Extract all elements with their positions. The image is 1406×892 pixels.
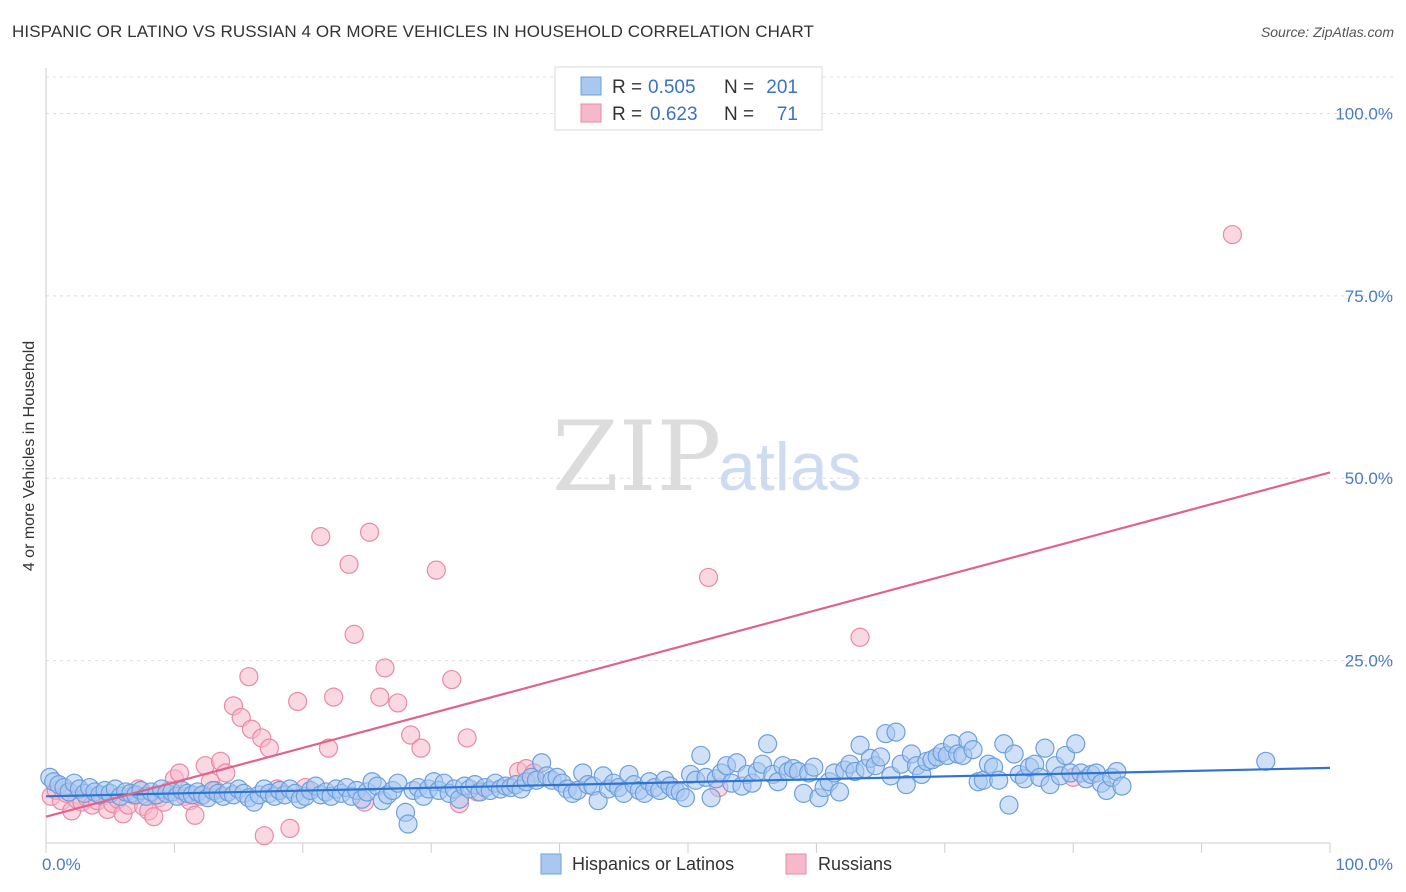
y-tick-label-1: 50.0% xyxy=(1345,469,1393,488)
point-hispanics-158 xyxy=(850,735,870,755)
point-russians-55 xyxy=(388,693,408,713)
point-hispanics-149 xyxy=(804,757,824,777)
point-russians-46 xyxy=(311,526,331,547)
point-hispanics-180 xyxy=(963,740,983,760)
point-hispanics-188 xyxy=(1004,744,1024,764)
point-hispanics-140 xyxy=(758,734,778,754)
point-russians-68 xyxy=(850,627,870,647)
stats-n-label-0: N = xyxy=(724,77,754,98)
y-tick-label-0: 25.0% xyxy=(1345,652,1393,671)
point-russians-59 xyxy=(442,669,462,690)
point-russians-28 xyxy=(185,805,205,825)
legend-swatch-russians xyxy=(785,853,807,875)
point-hispanics-127 xyxy=(691,745,711,766)
stats-r-label-1: R = xyxy=(612,104,642,125)
watermark-zip: ZIP xyxy=(552,401,721,513)
point-hispanics-154 xyxy=(829,782,850,802)
point-russians-37 xyxy=(239,667,259,687)
stats-r-value-0: 0.505 xyxy=(648,77,696,98)
trend-lines xyxy=(45,471,1331,818)
trend-line-hispanics xyxy=(45,766,1331,798)
point-russians-48 xyxy=(324,687,344,707)
y-tick-labels: 25.0% 50.0% 75.0% 100.0% xyxy=(1335,104,1393,670)
point-russians-49 xyxy=(339,554,359,574)
chart-title: HISPANIC OR LATINO VS RUSSIAN 4 OR MORE … xyxy=(12,22,815,41)
point-hispanics-124 xyxy=(675,788,696,808)
point-russians-57 xyxy=(411,738,431,758)
series-legend: Hispanics or Latinos Russians xyxy=(540,853,892,875)
point-russians-56 xyxy=(401,725,421,745)
point-hispanics-200 xyxy=(1066,734,1086,754)
y-tick-label-2: 75.0% xyxy=(1345,287,1393,306)
point-russians-44 xyxy=(288,691,308,712)
stats-swatch-russians xyxy=(580,103,602,123)
stats-swatch-hispanics xyxy=(580,76,602,96)
x-tick-label-0: 0.0% xyxy=(42,855,81,874)
y-axis-label: 4 or more Vehicles in Household xyxy=(21,341,38,571)
point-hispanics-187 xyxy=(999,795,1019,815)
point-russians-52 xyxy=(359,522,380,542)
point-russians-40 xyxy=(254,826,274,846)
point-hispanics-70 xyxy=(398,814,418,834)
point-hispanics-210 xyxy=(1256,751,1276,771)
trend-line-russians xyxy=(45,471,1331,818)
watermark: ZIP atlas xyxy=(552,401,862,513)
grid-lines xyxy=(46,76,1394,662)
point-russians-20 xyxy=(144,807,164,827)
point-hispanics-209 xyxy=(1112,776,1132,796)
watermark-atlas: atlas xyxy=(718,429,862,505)
legend-swatch-hispanics xyxy=(540,853,562,875)
x-tick-labels: 0.0% 100.0% xyxy=(42,855,1393,874)
stats-n-value-1: 71 xyxy=(777,104,798,125)
stats-n-label-1: N = xyxy=(724,104,754,125)
stats-r-label-0: R = xyxy=(612,77,642,98)
point-russians-66 xyxy=(698,567,719,588)
point-russians-61 xyxy=(457,728,477,748)
point-russians-50 xyxy=(344,624,364,644)
chart-source: Source: ZipAtlas.com xyxy=(1260,24,1394,40)
y-tick-label-3: 100.0% xyxy=(1335,104,1393,123)
point-russians-58 xyxy=(426,560,446,580)
point-hispanics-194 xyxy=(1035,738,1055,758)
point-hispanics-162 xyxy=(870,747,891,767)
point-hispanics-129 xyxy=(701,788,721,808)
stats-n-value-0: 201 xyxy=(766,77,798,98)
point-hispanics-167 xyxy=(896,775,916,795)
stats-r-value-1: 0.623 xyxy=(650,104,698,125)
x-tick-label-1: 100.0% xyxy=(1335,855,1393,874)
point-russians-53 xyxy=(370,687,390,707)
point-russians-70 xyxy=(1222,224,1243,245)
point-russians-54 xyxy=(375,658,395,678)
point-russians-43 xyxy=(280,818,300,839)
point-hispanics-165 xyxy=(886,722,906,742)
legend-label-russians: Russians xyxy=(818,854,892,874)
point-russians-47 xyxy=(318,738,339,758)
point-russians-34 xyxy=(216,763,236,783)
legend-label-hispanics: Hispanics or Latinos xyxy=(572,854,734,874)
stats-legend-box: R = 0.505 N = 201 R = 0.623 N = 71 xyxy=(554,66,823,131)
